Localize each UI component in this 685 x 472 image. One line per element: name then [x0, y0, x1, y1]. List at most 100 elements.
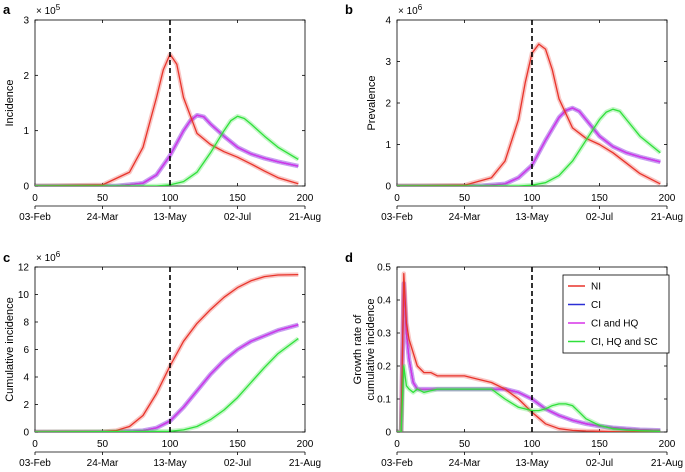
x-tick-label: 150 [591, 439, 608, 450]
y-tick-label: 4 [23, 373, 29, 384]
y-exponent-base: × 10 [36, 253, 56, 264]
x-tick-label: 50 [97, 193, 109, 204]
y-exponent-label: × 105 [36, 3, 61, 17]
x-tick-label: 0 [32, 439, 38, 450]
x-tick-label: 200 [297, 193, 314, 204]
y-tick-label: 0.1 [377, 395, 391, 406]
x-tick-label: 100 [162, 193, 179, 204]
x-tick-label: 0 [32, 193, 38, 204]
date-tick-label: 21-Aug [289, 458, 321, 469]
series-band-ci-hq [35, 322, 299, 432]
y-tick-label: 12 [18, 263, 30, 274]
series-line-ni [397, 43, 661, 186]
legend-label-ni: NI [591, 282, 601, 293]
x-tick-label: 150 [229, 439, 246, 450]
series-line-ni [35, 53, 299, 186]
y-exponent-power: 5 [56, 3, 61, 12]
panel-b: b 0 1 2 3 4 0 50 100 150 200 03-Feb 24-Mar 13-May 02-J… [345, 2, 683, 223]
date-tick-label: 03-Feb [381, 458, 413, 469]
y-tick-label: 0 [385, 428, 391, 439]
y-exponent-power: 6 [56, 250, 61, 259]
series-band-ni [35, 52, 299, 186]
panel-letter-d: d [345, 250, 353, 265]
y-axis-label-line-1: Growth rate of [352, 314, 364, 385]
panel-a: a 0 1 2 3 0 50 100 150 200 03-Feb 24-Mar 13-May 02-Ju… [3, 2, 321, 223]
series-line-ni [35, 273, 299, 432]
x-tick-label: 100 [162, 439, 179, 450]
y-axis-label-line-2: cumulative incidence [365, 298, 377, 400]
date-tick-label: 13-May [515, 212, 548, 223]
y-axis-label: Prevalence [366, 75, 378, 130]
x-tick-label: 0 [394, 193, 400, 204]
y-tick-label: 4 [385, 16, 391, 27]
date-tick-label: 02-Jul [224, 458, 251, 469]
series-line-ci [397, 107, 661, 186]
x-tick-label: 150 [591, 193, 608, 204]
x-tick-label: 100 [524, 193, 541, 204]
x-tick-label: 50 [459, 439, 471, 450]
date-tick-label: 24-Mar [87, 458, 119, 469]
panel-letter-a: a [3, 2, 11, 17]
legend-label-ci-hq: CI and HQ [591, 319, 638, 330]
y-tick-label: 2 [23, 71, 29, 82]
panel-letter-c: c [3, 250, 10, 265]
series-line-ci-hq-sc [35, 337, 299, 432]
legend-label-ci-hq-sc: CI, HQ and SC [591, 337, 658, 348]
date-tick-label: 02-Jul [586, 212, 613, 223]
y-tick-label: 0 [23, 182, 29, 193]
series-line-ci-hq-sc [397, 108, 661, 186]
y-axis-label: Cumulative incidence [4, 297, 16, 402]
date-tick-label: 24-Mar [87, 212, 119, 223]
y-tick-label: 10 [18, 290, 30, 301]
series-line-ci [35, 114, 299, 186]
date-tick-label: 03-Feb [19, 458, 51, 469]
x-tick-label: 100 [524, 439, 541, 450]
series-line-ci-hq-sc [397, 365, 661, 432]
date-tick-label: 21-Aug [289, 212, 321, 223]
series-band-ci [35, 322, 299, 432]
y-exponent-label: × 106 [398, 3, 423, 17]
y-tick-label: 0.4 [377, 296, 391, 307]
y-tick-label: 0.3 [377, 329, 391, 340]
y-tick-label: 2 [385, 99, 391, 110]
series-band-ni [35, 272, 299, 432]
series-line-ci-hq-sc [35, 115, 299, 186]
y-exponent-base: × 10 [398, 6, 418, 17]
y-axis-label: Incidence [4, 79, 16, 126]
y-tick-label: 0.2 [377, 362, 391, 373]
series-line-ci [35, 324, 299, 432]
series-band-ci-hq-sc [35, 336, 300, 432]
y-tick-label: 2 [23, 400, 29, 411]
y-exponent-label: × 106 [36, 250, 61, 264]
date-tick-label: 21-Aug [651, 458, 683, 469]
y-tick-label: 1 [385, 140, 391, 151]
y-tick-label: 8 [23, 318, 29, 329]
x-tick-label: 200 [659, 439, 676, 450]
legend: NI CI CI and HQ CI, HQ and SC [562, 274, 670, 354]
series-band-ci-hq-sc [397, 106, 662, 186]
y-tick-label: 1 [23, 126, 29, 137]
series-band-ci-hq-sc [35, 114, 300, 186]
date-tick-label: 24-Mar [449, 212, 481, 223]
y-tick-label: 3 [385, 57, 391, 68]
date-tick-label: 13-May [153, 212, 186, 223]
date-tick-label: 21-Aug [651, 212, 683, 223]
legend-box [562, 274, 670, 354]
y-tick-label: 0 [23, 428, 29, 439]
series-band-ci [35, 112, 299, 186]
series-line-ci-hq [35, 114, 299, 186]
y-tick-label: 3 [23, 16, 29, 27]
date-tick-label: 13-May [153, 458, 186, 469]
y-tick-label: 6 [23, 345, 29, 356]
panel-d: d 0 0.1 0.2 0.3 0.4 0.5 0 50 100 150 200 03-Feb 24-Ma… [345, 250, 683, 469]
series-line-ci-hq [397, 107, 661, 186]
y-exponent-power: 6 [418, 3, 423, 12]
series-band-ci-hq [397, 105, 661, 186]
series-line-ci-hq [35, 324, 299, 432]
date-tick-label: 03-Feb [381, 212, 413, 223]
y-tick-label: 0.5 [377, 263, 391, 274]
x-tick-label: 200 [297, 439, 314, 450]
x-tick-label: 50 [97, 439, 109, 450]
series-line-ni [397, 272, 661, 432]
